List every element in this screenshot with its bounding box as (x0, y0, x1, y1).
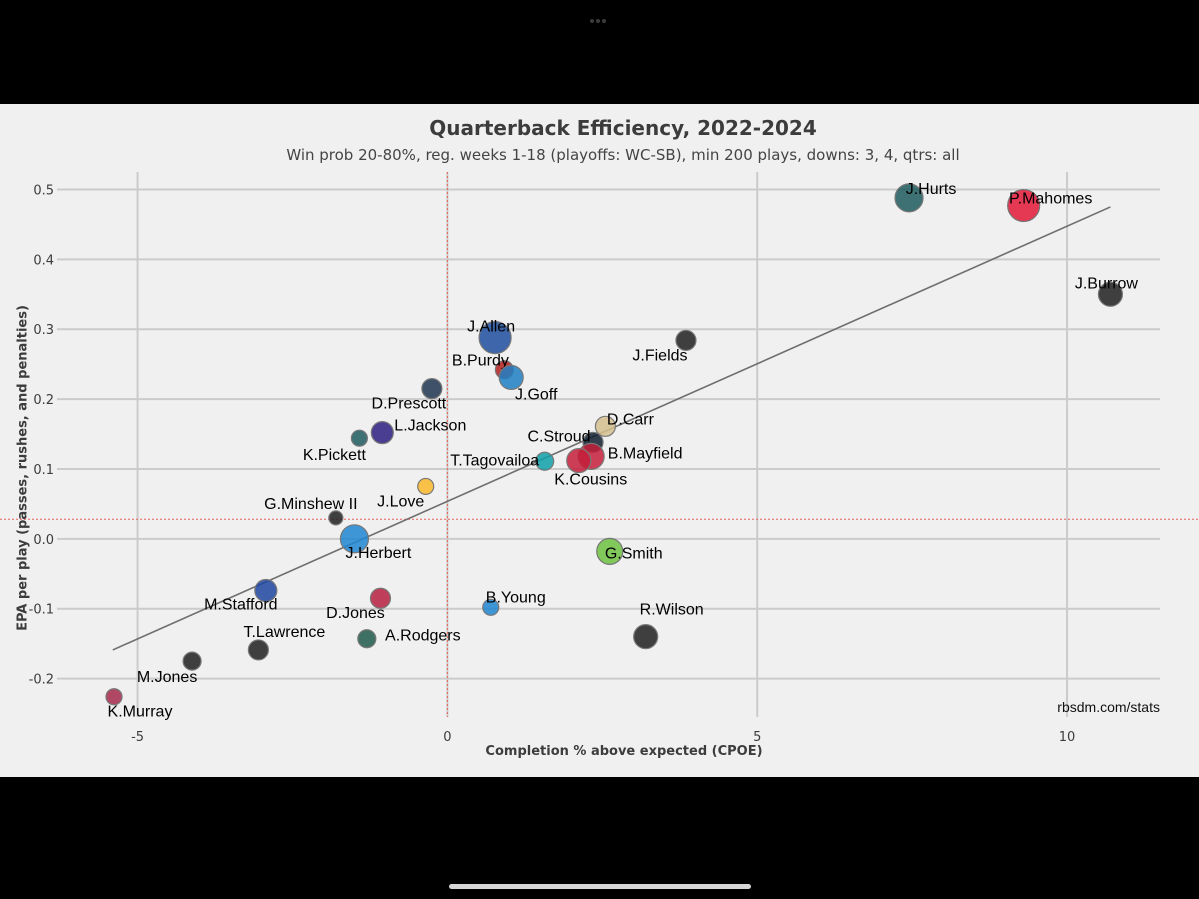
point-t-lawrence (247, 639, 269, 661)
point-label: M.Jones (137, 669, 197, 686)
point-g-smith (596, 537, 624, 566)
x-tick-label: -5 (131, 730, 144, 745)
point-g-minshew-ii (328, 510, 344, 526)
point-label: J.Allen (467, 319, 515, 336)
point-d-jones (369, 587, 392, 609)
point-d-prescott (421, 378, 443, 400)
point-label: J.Goff (515, 386, 558, 403)
y-tick-label: -0.2 (29, 673, 54, 688)
point-a-rodgers (357, 629, 377, 649)
chart-title: Quarterback Efficiency, 2022-2024 (429, 116, 817, 140)
point-j-fields (675, 329, 697, 351)
chart-subtitle: Win prob 20-80%, reg. weeks 1-18 (playof… (286, 146, 960, 164)
point-label: J.Hurts (906, 181, 957, 198)
point-t-tagovailoa (535, 451, 555, 471)
point-label: K.Pickett (303, 447, 367, 464)
x-tick-label: 0 (443, 730, 451, 745)
point-j-hurts (894, 183, 924, 213)
point-label: T.Tagovailoa (450, 452, 539, 469)
x-tick-label: 10 (1059, 730, 1076, 745)
point-b-young (482, 598, 500, 616)
point-label: G.Smith (605, 545, 663, 562)
y-tick-label: 0.2 (33, 393, 54, 408)
x-tick-label: 5 (753, 730, 761, 745)
point-label: B.Mayfield (608, 445, 683, 462)
point-k-pickett (350, 429, 368, 447)
point-label: J.Burrow (1075, 275, 1139, 292)
point-j-burrow (1097, 281, 1124, 307)
y-tick-label: 0.1 (33, 463, 54, 478)
point-j-herbert (339, 524, 370, 554)
point-label: D.Jones (326, 605, 385, 622)
point-d-carr (594, 415, 617, 437)
point-label: M.Stafford (204, 597, 278, 614)
point-label: D.Carr (607, 411, 655, 428)
point-j-love (417, 477, 435, 496)
window-grabber[interactable] (590, 8, 610, 23)
point-label: B.Purdy (452, 353, 509, 370)
point-label: L.Jackson (394, 418, 466, 435)
point-j-goff (498, 364, 524, 391)
y-tick-label: 0.0 (33, 533, 54, 548)
point-p-mahomes (1007, 188, 1041, 223)
home-indicator[interactable] (449, 884, 751, 889)
y-axis-label: EPA per play (passes, rushes, and penalt… (15, 305, 31, 631)
y-tick-label: 0.3 (33, 323, 54, 338)
point-j-allen (478, 320, 512, 355)
y-tick-label: 0.4 (33, 253, 54, 268)
point-label: T.Lawrence (243, 624, 325, 641)
x-axis-label: Completion % above expected (CPOE) (485, 744, 763, 759)
point-label: P.Mahomes (1009, 191, 1092, 208)
y-tick-label: 0.5 (33, 183, 54, 198)
y-tick-label: -0.1 (29, 603, 54, 618)
point-label: G.Minshew II (264, 496, 357, 513)
point-k-murray (105, 688, 123, 706)
point-label: J.Fields (632, 347, 687, 364)
point-label: D.Prescott (372, 396, 447, 413)
point-label: C.Stroud (527, 428, 590, 445)
point-k-cousins (566, 447, 592, 474)
point-m-stafford (254, 578, 278, 603)
point-m-jones (182, 651, 202, 671)
point-label: B.Young (486, 589, 546, 606)
point-r-wilson (633, 624, 659, 650)
point-l-jackson (370, 421, 394, 445)
source-credit: rbsdm.com/stats (1057, 699, 1160, 715)
point-label: J.Herbert (346, 545, 412, 562)
point-label: J.Love (377, 493, 424, 510)
point-label: R.Wilson (640, 602, 704, 619)
point-label: K.Murray (108, 704, 173, 721)
point-label: A.Rodgers (385, 628, 461, 645)
point-label: K.Cousins (554, 472, 627, 489)
